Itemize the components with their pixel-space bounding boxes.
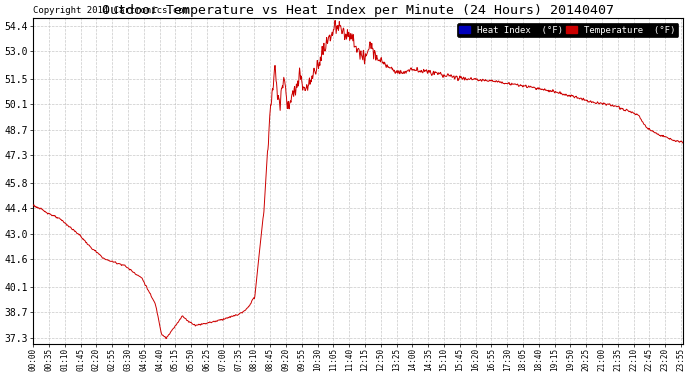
Text: Copyright 2014 Cartronics.com: Copyright 2014 Cartronics.com — [33, 6, 189, 15]
Title: Outdoor Temperature vs Heat Index per Minute (24 Hours) 20140407: Outdoor Temperature vs Heat Index per Mi… — [102, 4, 614, 17]
Legend: Heat Index  (°F), Temperature  (°F): Heat Index (°F), Temperature (°F) — [457, 23, 678, 37]
